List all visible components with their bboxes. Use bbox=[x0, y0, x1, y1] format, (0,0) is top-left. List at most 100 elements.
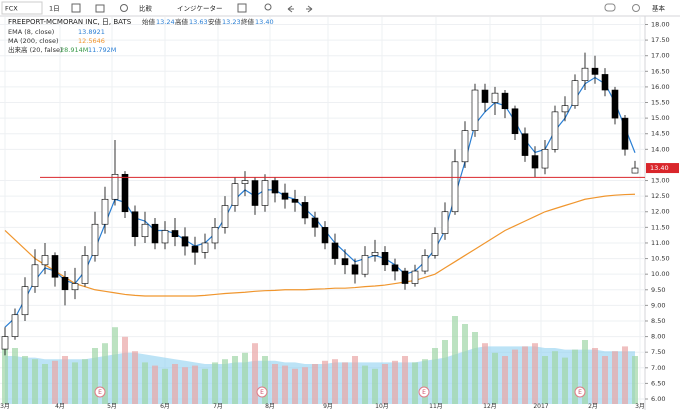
candle-body bbox=[391, 264, 399, 272]
legend-value: 12.5646 bbox=[78, 37, 105, 45]
redo-icon[interactable] bbox=[306, 5, 313, 13]
volume-bar bbox=[532, 343, 538, 404]
symbol[interactable]: FCX bbox=[5, 5, 18, 13]
candle-body bbox=[521, 133, 529, 156]
x-tick-label: 6月 bbox=[160, 403, 170, 410]
volume-bar bbox=[142, 362, 148, 404]
ma-line bbox=[4, 193, 636, 297]
candle-body bbox=[371, 252, 379, 256]
x-tick-label: 11月 bbox=[429, 403, 443, 410]
candle-body bbox=[11, 314, 19, 337]
candle-body bbox=[531, 155, 539, 169]
y-tick-label: 16.50 bbox=[651, 67, 670, 75]
interval[interactable]: 1日 bbox=[49, 5, 60, 13]
settings-icon[interactable] bbox=[120, 4, 128, 12]
volume-bar bbox=[422, 359, 428, 404]
candle-body bbox=[601, 74, 609, 91]
status-label: 終値 bbox=[241, 17, 255, 26]
volume-bar bbox=[312, 364, 318, 404]
volume-bar bbox=[612, 351, 618, 404]
candle-body bbox=[71, 283, 79, 291]
volume-bar bbox=[572, 349, 578, 404]
volume-bar bbox=[342, 362, 348, 404]
compare[interactable]: 比較 bbox=[139, 4, 153, 13]
x-tick-label: 3月 bbox=[0, 403, 10, 410]
x-tick-label: 3月 bbox=[635, 403, 645, 410]
x-tick-label: 7月 bbox=[213, 403, 223, 410]
candle-body bbox=[551, 111, 559, 150]
candle-body bbox=[191, 245, 199, 253]
candle-body bbox=[281, 192, 289, 200]
volume-bar bbox=[332, 359, 338, 404]
volume-bar bbox=[132, 351, 138, 404]
y-tick-label: 16.00 bbox=[651, 83, 670, 91]
symbol-box[interactable] bbox=[1, 1, 43, 15]
candle-body bbox=[41, 255, 49, 266]
volume-bar bbox=[52, 360, 58, 404]
legend-entry: EMA (8, close) bbox=[8, 28, 54, 36]
candle-body bbox=[561, 105, 569, 113]
template-icon[interactable] bbox=[237, 3, 247, 13]
volume-bar bbox=[632, 356, 638, 404]
candle-body bbox=[471, 89, 479, 131]
x-tick-label: 4月 bbox=[55, 403, 65, 410]
volume-bar bbox=[12, 348, 18, 404]
indicators[interactable]: インジケーター bbox=[177, 4, 223, 13]
last-price-label: 13.40 bbox=[650, 164, 669, 172]
volume-bar bbox=[202, 368, 208, 404]
candle-body bbox=[121, 173, 129, 213]
volume-bar bbox=[622, 346, 628, 404]
volume-bar bbox=[232, 356, 238, 404]
candle-body bbox=[381, 252, 389, 266]
volume-bar bbox=[462, 324, 468, 404]
volume-bar bbox=[302, 367, 308, 404]
candle-body bbox=[171, 230, 179, 238]
legend-title: FREEPORT-MCMORAN INC, 日, BATS bbox=[8, 18, 132, 26]
x-tick-label: 5月 bbox=[107, 403, 117, 410]
y-tick-label: 11.50 bbox=[651, 223, 670, 231]
x-tick-label: 10月 bbox=[375, 403, 389, 410]
volume-bar bbox=[22, 356, 28, 404]
chart-style-icon[interactable] bbox=[71, 3, 81, 13]
undo-icon[interactable] bbox=[287, 5, 294, 13]
volume-bar bbox=[122, 336, 128, 404]
event-label: E bbox=[578, 389, 582, 396]
volume-bar bbox=[432, 348, 438, 404]
volume-bar bbox=[222, 359, 228, 404]
y-tick-label: 7.00 bbox=[651, 364, 665, 372]
alert-icon[interactable] bbox=[264, 3, 272, 11]
event-marker bbox=[94, 386, 106, 398]
candle-body bbox=[61, 276, 69, 291]
candle-body bbox=[231, 183, 239, 206]
volume-bar bbox=[602, 356, 608, 404]
candle-body bbox=[251, 180, 259, 206]
volume-bar bbox=[362, 365, 368, 404]
y-tick-label: 11.00 bbox=[651, 239, 670, 247]
layout-name[interactable]: 基本 bbox=[652, 4, 666, 13]
candle-body bbox=[241, 180, 249, 184]
candle-body bbox=[591, 67, 599, 75]
volume-bar bbox=[182, 367, 188, 404]
candle-body bbox=[271, 180, 279, 194]
event-marker bbox=[256, 386, 268, 398]
candle-body bbox=[91, 223, 99, 256]
volume-bar bbox=[592, 348, 598, 404]
candle-body bbox=[151, 223, 159, 244]
legend-entry: MA (200, close) bbox=[8, 37, 58, 45]
y-tick-label: 12.50 bbox=[651, 192, 670, 200]
volume-bar bbox=[252, 343, 258, 404]
candle-body bbox=[441, 211, 449, 234]
y-tick-label: 10.50 bbox=[651, 255, 670, 263]
bar-style-icon[interactable] bbox=[95, 4, 105, 13]
volume-bar bbox=[372, 368, 378, 404]
candle-body bbox=[261, 180, 269, 206]
candle-body bbox=[501, 92, 509, 110]
snapshot-icon[interactable] bbox=[632, 4, 640, 12]
volume-bar bbox=[272, 364, 278, 404]
legend-value: 28.914M bbox=[60, 46, 88, 54]
candle-body bbox=[451, 161, 459, 213]
cloud-icon[interactable] bbox=[604, 3, 616, 12]
volume-bar bbox=[62, 356, 68, 404]
